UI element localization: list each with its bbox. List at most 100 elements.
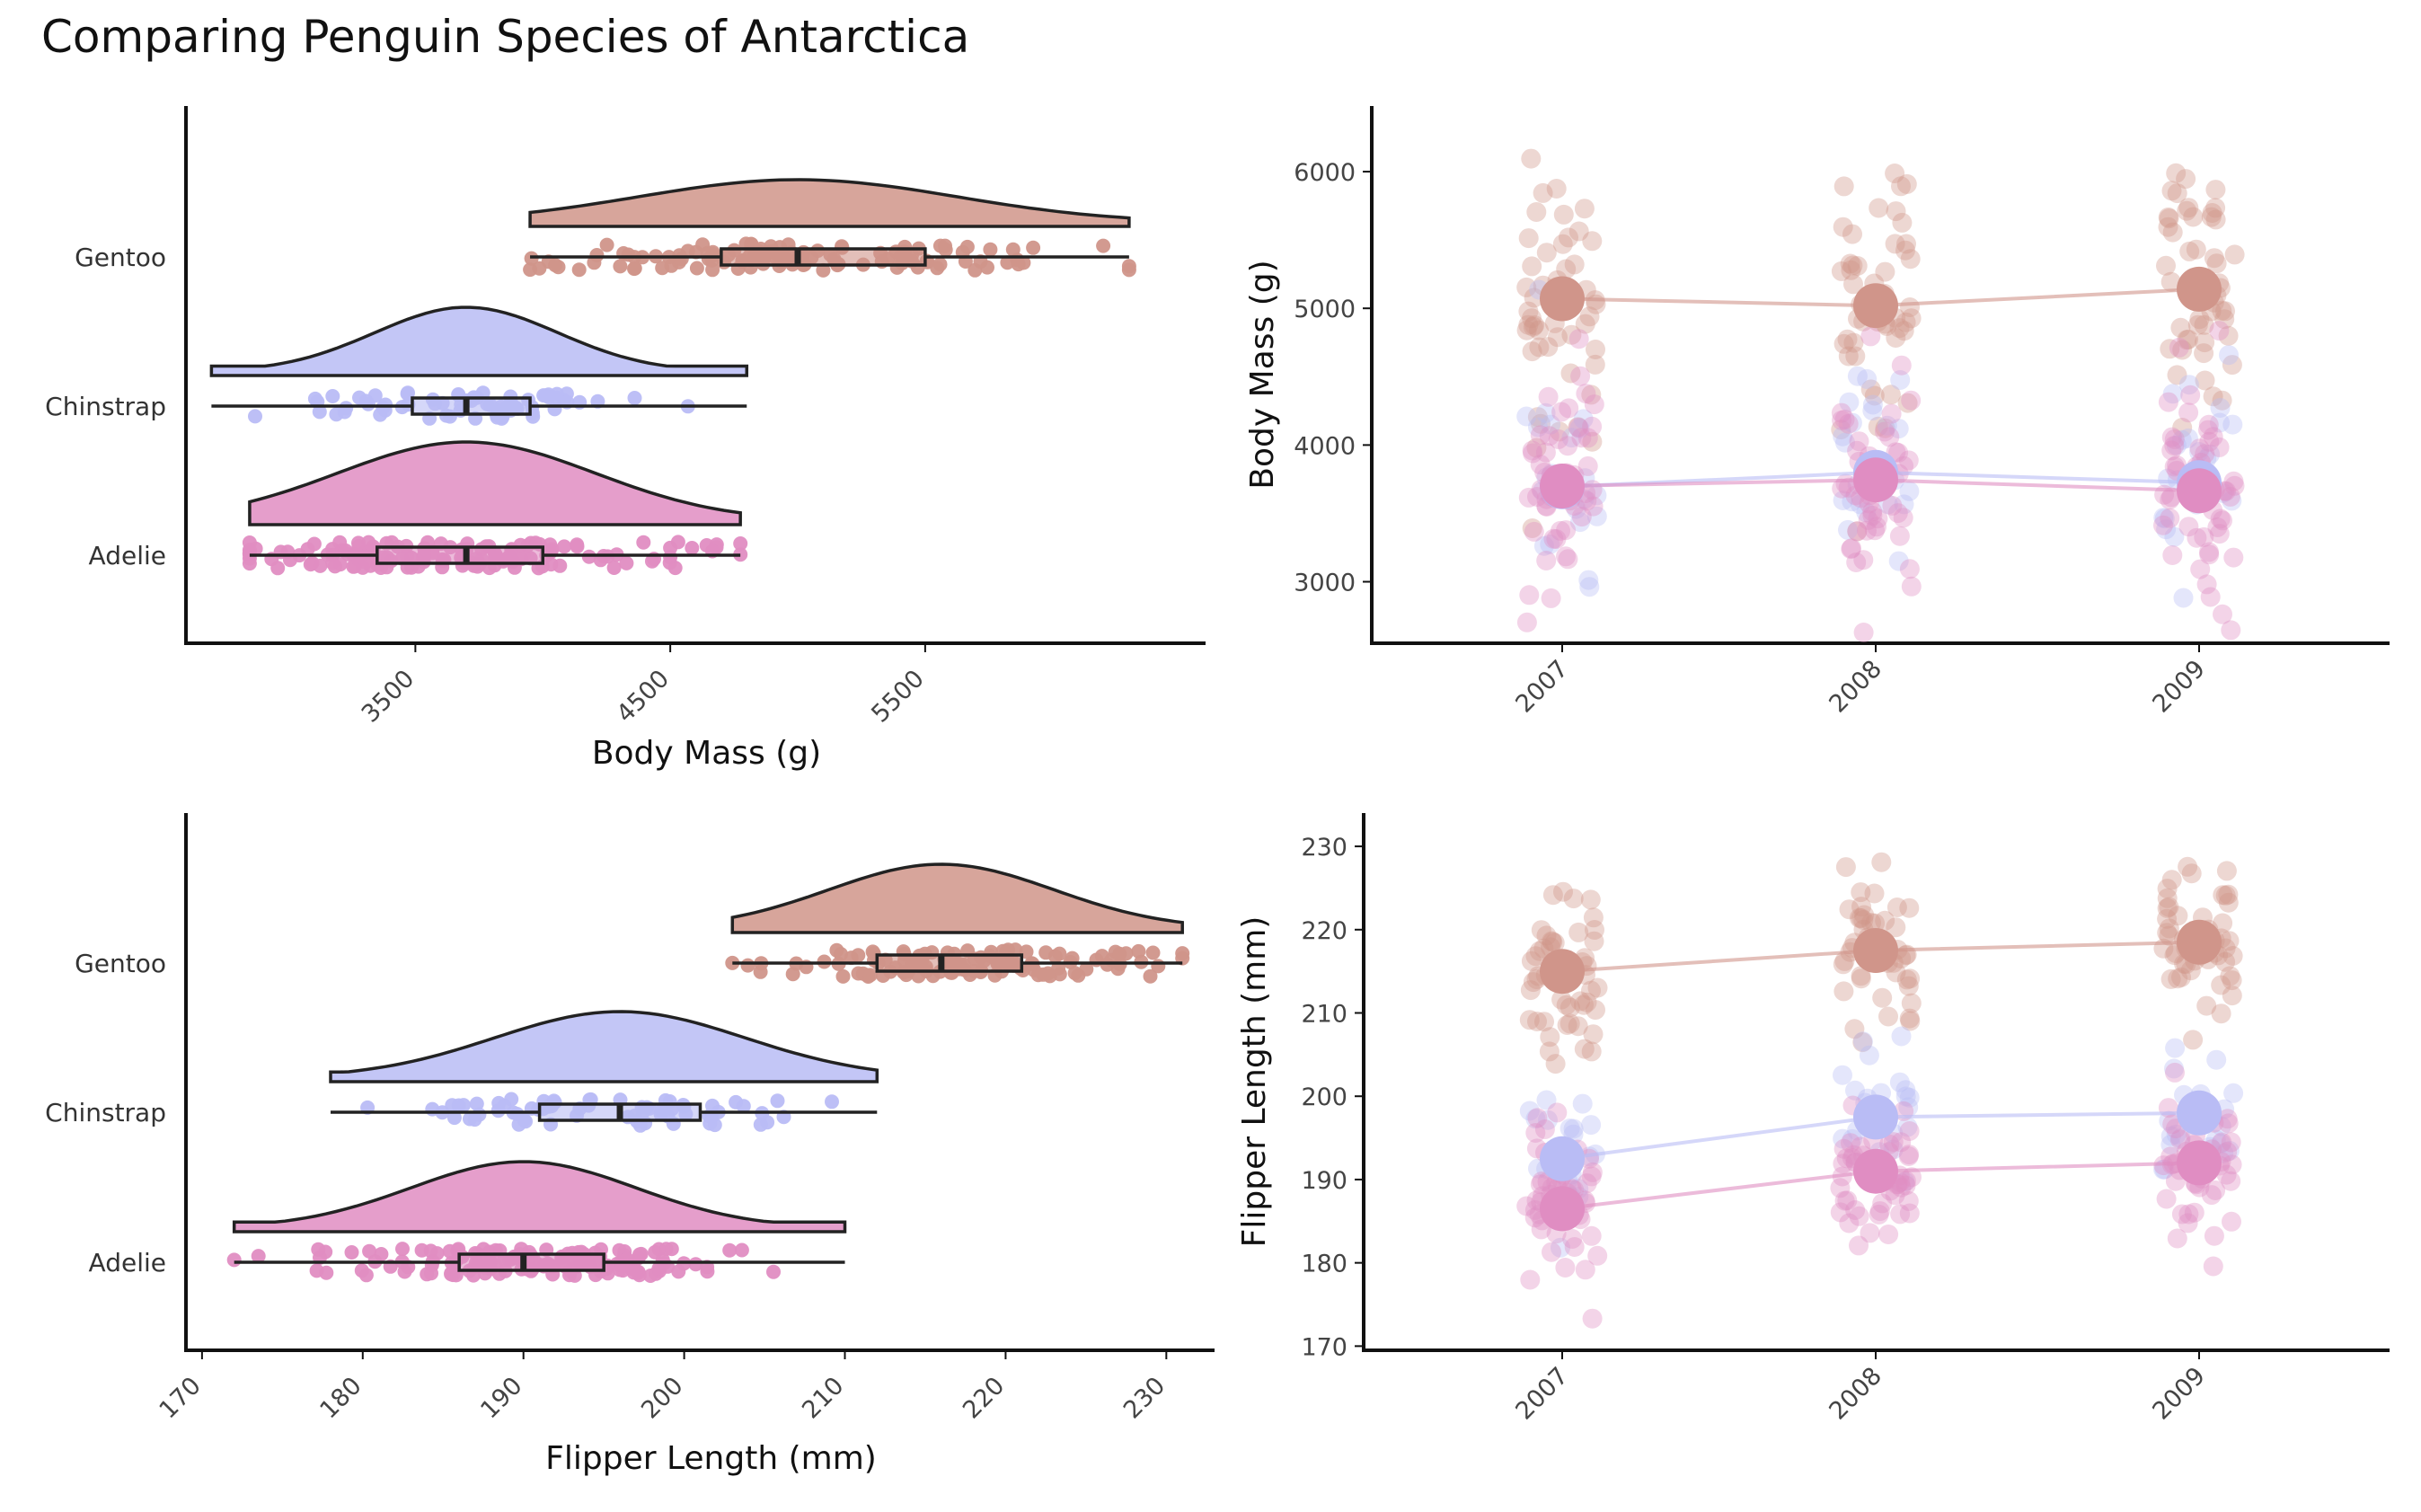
category-label-adelie: Adelie (89, 541, 166, 570)
data-point (305, 555, 320, 570)
data-point (2167, 365, 2187, 385)
data-point (1893, 508, 1913, 528)
data-point (627, 261, 641, 277)
data-point (1570, 512, 1590, 533)
data-point (1531, 920, 1551, 941)
data-point (599, 237, 614, 252)
data-point (1839, 392, 1860, 412)
data-point (2199, 544, 2220, 565)
data-point (1551, 1237, 1570, 1258)
data-point (2161, 181, 2182, 201)
data-point (1586, 340, 1605, 359)
data-point (1900, 249, 1921, 270)
data-point (1842, 491, 1862, 512)
data-point (1862, 505, 1883, 526)
x-axis-title: Flipper Length (mm) (545, 1440, 877, 1477)
data-point (1886, 917, 1906, 938)
data-point (2164, 456, 2185, 477)
data-point (2162, 222, 2183, 243)
data-point (2223, 471, 2244, 491)
y-tick-label-230: 230 (1301, 834, 1347, 862)
data-point (557, 539, 572, 554)
mean-point-chinstrap-2008 (1853, 1094, 1898, 1140)
data-point (1545, 1054, 1566, 1074)
data-point (1529, 337, 1550, 358)
data-point (689, 261, 704, 276)
data-point (1530, 425, 1551, 446)
data-point (325, 389, 340, 403)
data-point (2203, 427, 2223, 447)
data-point (695, 237, 711, 252)
data-point (1895, 1086, 1916, 1107)
data-point (1564, 1237, 1585, 1257)
series-chinstrap: Chinstrap (45, 305, 749, 426)
data-point (663, 550, 678, 565)
data-point (552, 558, 568, 573)
x-axis-title: Body Mass (g) (592, 735, 821, 772)
data-point (1891, 1177, 1912, 1198)
data-point (1847, 521, 1868, 542)
data-point (1860, 379, 1881, 400)
data-point (2200, 587, 2221, 607)
data-point (1862, 501, 1883, 522)
mean-point-gentoo-2008 (1853, 283, 1898, 329)
data-point (1895, 240, 1915, 261)
data-point (1571, 507, 1592, 527)
data-point (1586, 1000, 1605, 1021)
data-point (1584, 394, 1604, 415)
data-point (1860, 1223, 1880, 1243)
data-point (1851, 908, 1871, 928)
iqr-box-gentoo (720, 247, 927, 267)
data-point (1522, 440, 1542, 461)
data-point (1579, 577, 1600, 597)
data-point (1901, 576, 1922, 597)
data-point (1898, 1097, 1919, 1118)
data-point (1857, 520, 1877, 541)
data-point (1548, 327, 1568, 348)
data-point (1896, 234, 1916, 254)
mean-point-gentoo-2007 (1540, 276, 1585, 322)
data-point (1899, 1087, 1920, 1108)
data-point (2222, 946, 2243, 966)
data-point (2215, 301, 2235, 322)
series-adelie: Adelie (89, 440, 748, 576)
data-point (1577, 992, 1597, 1012)
y-tick-label-170: 170 (1301, 1333, 1347, 1361)
data-point (1860, 326, 1881, 347)
data-point (1561, 428, 1582, 448)
data-point (1542, 885, 1563, 906)
data-point (1026, 240, 1041, 255)
data-point (2164, 429, 2185, 449)
data-point (2200, 444, 2221, 464)
data-point (1546, 179, 1567, 199)
data-point (1888, 443, 1909, 463)
data-point (733, 536, 748, 551)
data-point (446, 1110, 462, 1126)
data-point (626, 1265, 641, 1280)
data-point (1837, 1190, 1858, 1211)
data-point (1851, 966, 1871, 986)
data-point (1581, 385, 1602, 405)
data-point (1008, 942, 1023, 958)
data-point (1524, 315, 1545, 335)
data-point (2158, 217, 2178, 237)
data-point (1891, 1132, 1912, 1153)
x-tick-label-210: 210 (797, 1372, 849, 1424)
data-point (2170, 1127, 2191, 1148)
density-cloud-chinstrap (209, 305, 749, 377)
x-tick-label-180: 180 (314, 1372, 367, 1424)
data-point (2199, 431, 2220, 452)
mean-point-adelie-2009 (2177, 468, 2222, 514)
data-point (1865, 520, 1885, 541)
y-tick-label-4000: 4000 (1294, 432, 1356, 460)
data-point (1536, 551, 1557, 570)
data-point (1849, 1235, 1869, 1256)
data-point (983, 242, 998, 257)
data-point (2201, 1185, 2222, 1206)
data-point (1574, 199, 1595, 219)
data-point (1868, 416, 1888, 437)
data-point (1518, 314, 1539, 335)
data-point (2178, 428, 2198, 448)
data-point (1849, 1206, 1869, 1226)
data-point (1581, 1166, 1602, 1187)
